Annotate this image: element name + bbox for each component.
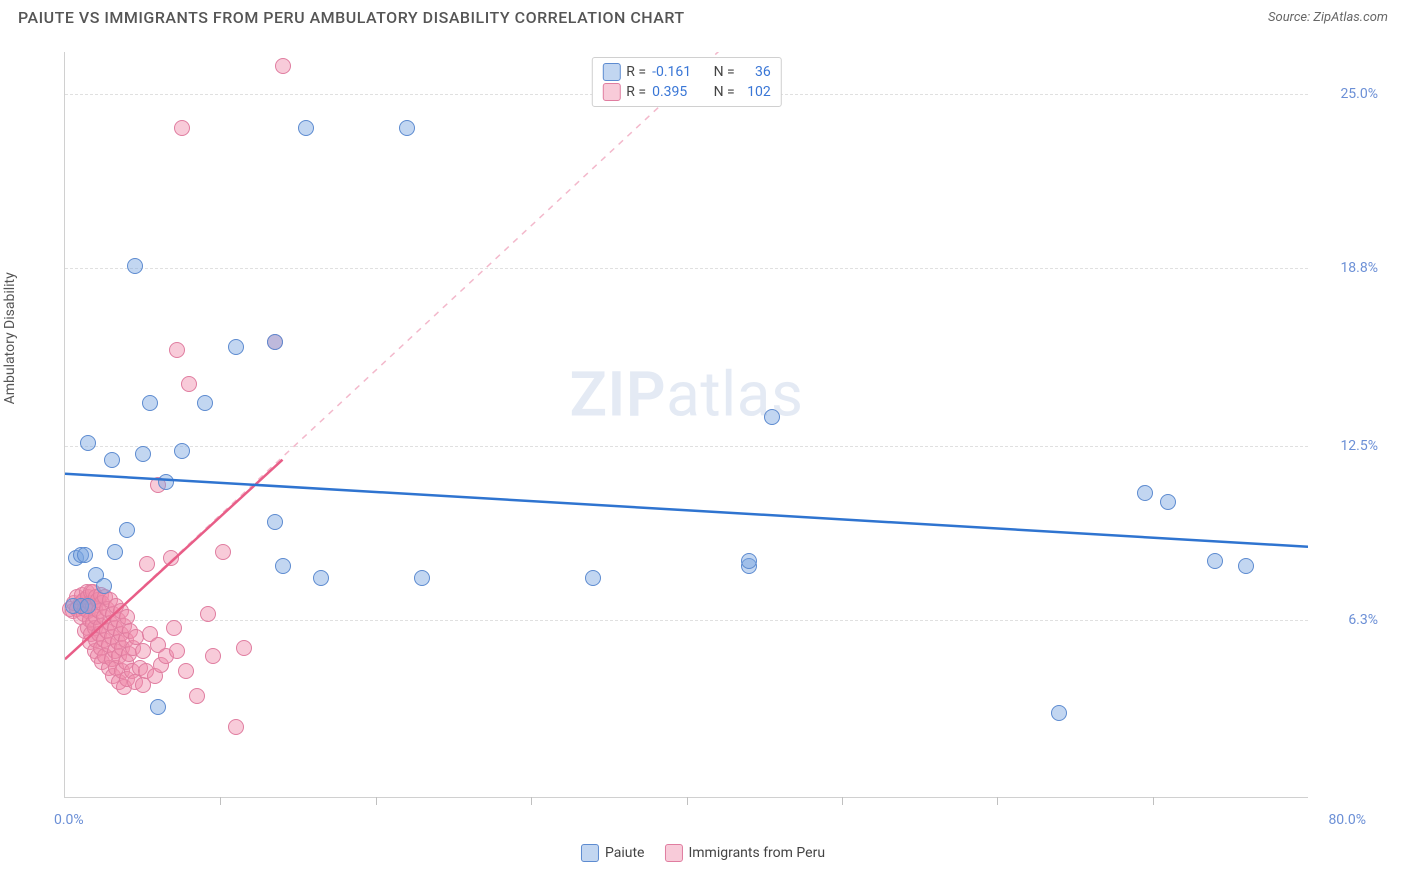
correlation-legend: R = -0.161 N = 36 R = 0.395 N = 102	[591, 57, 781, 107]
data-point-peru	[166, 620, 182, 636]
x-tick	[376, 797, 377, 805]
data-point-paiute	[764, 409, 780, 425]
data-point-paiute	[119, 522, 135, 538]
n-value-b: 102	[741, 84, 771, 100]
swatch-peru	[602, 83, 620, 101]
data-point-paiute	[174, 443, 190, 459]
data-point-paiute	[275, 558, 291, 574]
r-label: R =	[626, 64, 646, 80]
swatch-paiute	[581, 844, 599, 862]
data-point-peru	[275, 58, 291, 74]
n-label: N =	[714, 64, 735, 80]
data-point-peru	[169, 342, 185, 358]
data-point-paiute	[298, 120, 314, 136]
series-legend: Paiute Immigrants from Peru	[581, 844, 825, 862]
gridline	[65, 620, 1308, 621]
data-point-paiute	[127, 258, 143, 274]
data-point-peru	[139, 556, 155, 572]
x-tick	[687, 797, 688, 805]
r-label: R =	[626, 84, 646, 100]
legend-label-a: Paiute	[605, 845, 645, 861]
legend-label-b: Immigrants from Peru	[688, 845, 825, 861]
y-tick-label: 25.0%	[1318, 86, 1378, 102]
legend-row-a: R = -0.161 N = 36	[602, 62, 770, 82]
data-point-peru	[174, 120, 190, 136]
x-axis-min: 0.0%	[54, 812, 84, 828]
data-point-peru	[178, 663, 194, 679]
data-point-paiute	[1207, 553, 1223, 569]
data-point-peru	[236, 640, 252, 656]
data-point-peru	[181, 376, 197, 392]
data-point-paiute	[150, 699, 166, 715]
data-point-paiute	[80, 598, 96, 614]
data-point-paiute	[77, 547, 93, 563]
data-point-peru	[169, 643, 185, 659]
x-tick	[1153, 797, 1154, 805]
legend-item-b: Immigrants from Peru	[664, 844, 825, 862]
data-point-paiute	[158, 474, 174, 490]
data-point-paiute	[267, 334, 283, 350]
plot-area: ZIPatlas R = -0.161 N = 36 R = 0.395 N =…	[64, 52, 1308, 798]
data-point-paiute	[313, 570, 329, 586]
data-point-peru	[163, 550, 179, 566]
data-point-paiute	[1238, 558, 1254, 574]
data-point-paiute	[228, 339, 244, 355]
swatch-paiute	[602, 63, 620, 81]
data-point-paiute	[1051, 705, 1067, 721]
r-value-b: 0.395	[652, 84, 698, 100]
data-point-paiute	[1137, 485, 1153, 501]
n-value-a: 36	[741, 64, 771, 80]
data-point-peru	[200, 606, 216, 622]
data-point-peru	[205, 648, 221, 664]
legend-row-b: R = 0.395 N = 102	[602, 82, 770, 102]
watermark-light: atlas	[666, 358, 803, 431]
data-point-paiute	[107, 544, 123, 560]
data-point-paiute	[96, 578, 112, 594]
y-tick-label: 12.5%	[1318, 438, 1378, 454]
trend-lines-layer	[65, 52, 1308, 797]
x-tick	[531, 797, 532, 805]
data-point-paiute	[585, 570, 601, 586]
data-point-peru	[215, 544, 231, 560]
data-point-paiute	[399, 120, 415, 136]
chart-container: Ambulatory Disability ZIPatlas R = -0.16…	[18, 40, 1388, 832]
data-point-paiute	[1160, 494, 1176, 510]
data-point-paiute	[741, 553, 757, 569]
data-point-paiute	[267, 514, 283, 530]
x-tick	[220, 797, 221, 805]
data-point-paiute	[142, 395, 158, 411]
r-value-a: -0.161	[652, 64, 698, 80]
gridline	[65, 446, 1308, 447]
x-axis-max: 80.0%	[1328, 812, 1366, 828]
source-credit: Source: ZipAtlas.com	[1268, 10, 1388, 25]
data-point-paiute	[197, 395, 213, 411]
x-tick	[997, 797, 998, 805]
data-point-paiute	[414, 570, 430, 586]
watermark-bold: ZIP	[570, 358, 667, 431]
chart-title: PAIUTE VS IMMIGRANTS FROM PERU AMBULATOR…	[18, 8, 685, 27]
data-point-paiute	[135, 446, 151, 462]
legend-item-a: Paiute	[581, 844, 645, 862]
data-point-paiute	[104, 452, 120, 468]
y-tick-label: 18.8%	[1318, 260, 1378, 276]
data-point-peru	[135, 643, 151, 659]
n-label: N =	[714, 84, 735, 100]
y-tick-label: 6.3%	[1318, 612, 1378, 628]
gridline	[65, 268, 1308, 269]
data-point-peru	[228, 719, 244, 735]
data-point-paiute	[80, 435, 96, 451]
x-tick	[842, 797, 843, 805]
swatch-peru	[664, 844, 682, 862]
data-point-peru	[189, 688, 205, 704]
y-axis-label: Ambulatory Disability	[2, 272, 18, 404]
